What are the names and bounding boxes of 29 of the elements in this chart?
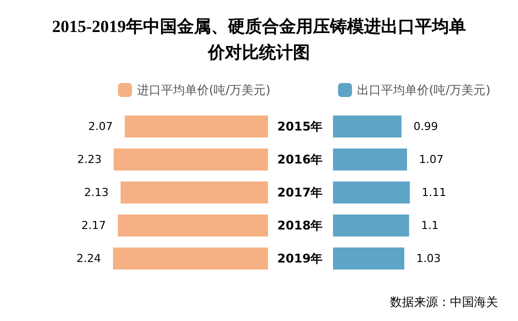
legend-label: 出口平均单价(吨/万美元) bbox=[357, 83, 490, 97]
data-label: 2.13 bbox=[84, 186, 109, 199]
y-tick-label: 2015年 bbox=[277, 120, 323, 134]
bar bbox=[333, 248, 404, 270]
y-tick-label: 2016年 bbox=[277, 152, 323, 166]
bar bbox=[333, 214, 410, 236]
bar bbox=[113, 248, 268, 270]
y-tick-label: 2018年 bbox=[277, 218, 323, 232]
bar bbox=[124, 116, 268, 138]
data-label: 1.03 bbox=[416, 252, 441, 265]
bar bbox=[118, 214, 268, 236]
data-label: 1.11 bbox=[422, 186, 446, 199]
bar bbox=[333, 182, 410, 204]
bar bbox=[333, 148, 408, 170]
bar bbox=[120, 182, 268, 204]
data-label: 2.24 bbox=[76, 252, 101, 265]
data-label: 2.17 bbox=[81, 219, 106, 232]
source-note: 数据来源：中国海关 bbox=[390, 294, 498, 311]
data-label: 2.07 bbox=[88, 120, 113, 133]
data-label: 1.07 bbox=[419, 153, 444, 166]
bar bbox=[333, 116, 402, 138]
data-label: 1.1 bbox=[421, 219, 439, 232]
legend-label: 进口平均单价(吨/万美元) bbox=[137, 83, 270, 97]
data-label: 2.23 bbox=[77, 153, 102, 166]
data-label: 0.99 bbox=[414, 120, 438, 133]
y-tick-label: 2019年 bbox=[277, 252, 323, 266]
bar bbox=[114, 148, 268, 170]
chart-title: 2015-2019年中国金属、硬质合金用压铸模进出口平均单价对比统计图 bbox=[51, 16, 467, 64]
y-tick-label: 2017年 bbox=[277, 186, 323, 200]
